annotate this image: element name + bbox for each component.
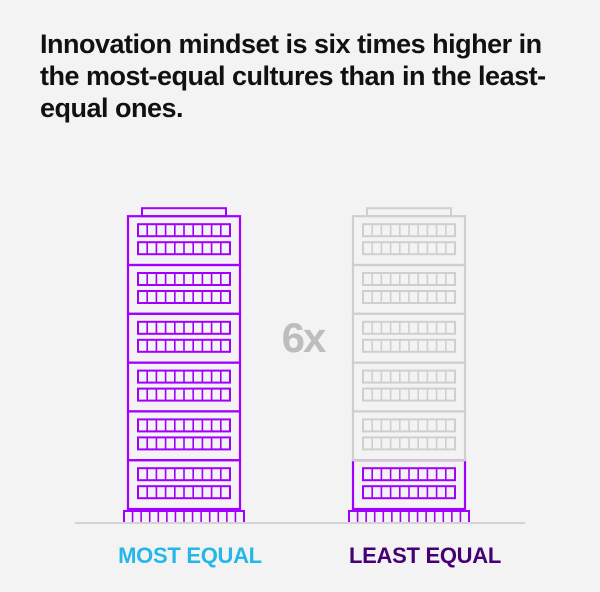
category-label-least-equal: LEAST EQUAL xyxy=(349,543,501,568)
category-label-most-equal: MOST EQUAL xyxy=(118,543,262,568)
tower-roof xyxy=(141,207,227,218)
floor-filled xyxy=(126,215,242,267)
tower-least-equal xyxy=(348,207,470,524)
tower-roof xyxy=(366,207,452,218)
tower-most-equal xyxy=(123,207,245,524)
chart-title: Innovation mindset is six times higher i… xyxy=(40,29,546,123)
floor-empty xyxy=(351,215,467,267)
ratio-label: 6x xyxy=(282,314,327,361)
building-bars xyxy=(123,207,470,524)
